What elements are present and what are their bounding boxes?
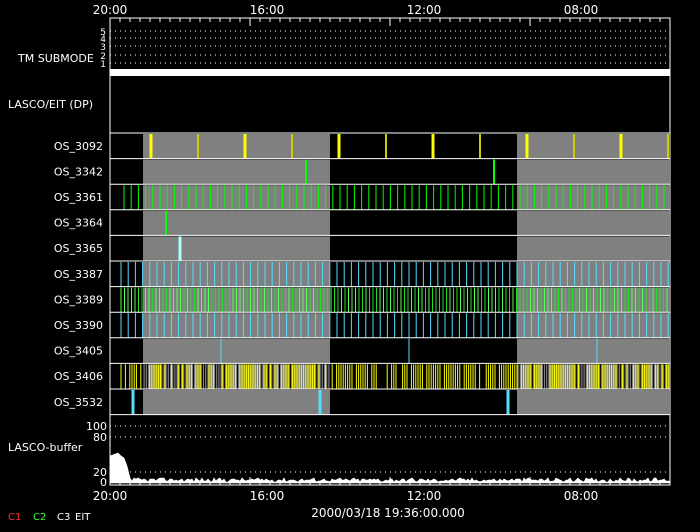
row-os-3406: OS_3406: [54, 362, 670, 389]
coverage-shade: [517, 185, 670, 210]
row-os-3342: OS_3342: [54, 158, 670, 185]
tm-tick-label: 1: [100, 60, 106, 70]
top-time-label: 20:00: [93, 3, 128, 17]
coverage-shade: [143, 364, 330, 389]
row-os-3361: OS_3361: [54, 183, 670, 210]
top-time-label: 12:00: [407, 3, 442, 17]
tm-tick-label: 5: [100, 28, 106, 38]
row-label: OS_3390: [54, 319, 103, 332]
row-label: OS_3364: [54, 217, 103, 230]
buffer-tick-20: 20: [93, 466, 107, 479]
row-label: OS_3092: [54, 140, 103, 153]
observation-rows: OS_3092 OS_3342 OS_3361 OS_3364 OS_3365 OS_33…: [54, 132, 670, 416]
legend-c2: C2: [33, 512, 46, 523]
row-os-3092: OS_3092: [54, 132, 670, 159]
bottom-time-label: 16:00: [250, 489, 285, 503]
bottom-time-label: 08:00: [564, 489, 599, 503]
tm-submode-label: TM SUBMODE: [17, 52, 94, 65]
coverage-shade: [517, 236, 670, 261]
row-label: OS_3387: [54, 268, 103, 281]
buffer-tick-0: 0: [100, 476, 107, 489]
coverage-shade: [517, 134, 670, 159]
top-time-label: 16:00: [250, 3, 285, 17]
row-os-3389: OS_3389: [54, 286, 670, 313]
bottom-axis-ticks: [109, 477, 671, 485]
row-label: OS_3365: [54, 242, 103, 255]
coverage-shade: [143, 185, 330, 210]
row-label: OS_3361: [54, 191, 103, 204]
tm-tick-label: 2: [100, 52, 106, 62]
coverage-shade: [517, 313, 670, 338]
bottom-time-label: 20:00: [93, 489, 128, 503]
buffer-grid-lines: [110, 425, 670, 473]
coverage-shade: [143, 338, 330, 364]
buffer-tick-80: 80: [93, 431, 107, 444]
row-os-3532: OS_3532: [54, 388, 670, 415]
buffer-tick-100: 100: [86, 420, 107, 433]
tm-submode-bar: [110, 69, 670, 76]
coverage-shade: [517, 390, 670, 415]
legend-c3: C3: [57, 512, 70, 523]
coverage-shade: [143, 390, 330, 415]
coverage-shade: [143, 134, 330, 159]
row-os-3405: OS_3405: [54, 337, 670, 364]
coverage-shade: [517, 159, 670, 185]
row-label: OS_3389: [54, 293, 103, 306]
coverage-shade: [143, 159, 330, 185]
timestamp: 2000/03/18 19:36:00.000: [311, 506, 465, 520]
tm-tick-label: 4: [100, 35, 106, 45]
coverage-shade: [517, 338, 670, 364]
row-os-3365: OS_3365: [54, 234, 670, 261]
row-label: OS_3342: [54, 165, 103, 178]
buffer-trace: [109, 452, 671, 484]
legend-eit: EIT: [75, 512, 91, 523]
row-os-3364: OS_3364: [54, 209, 670, 236]
coverage-shade: [143, 210, 330, 236]
top-axis-ticks: [109, 18, 671, 26]
lasco-buffer-label: LASCO-buffer: [8, 441, 83, 454]
row-label: OS_3532: [54, 396, 103, 409]
row-label: OS_3406: [54, 370, 103, 383]
row-os-3390: OS_3390: [54, 311, 670, 338]
tm-tick-label: 3: [100, 43, 106, 53]
coverage-shade: [517, 262, 670, 287]
coverage-shade: [143, 236, 330, 261]
legend-c1: C1: [8, 512, 21, 523]
row-label: OS_3405: [54, 345, 103, 358]
coverage-shade: [517, 210, 670, 236]
lasco-eit-label: LASCO/EIT (DP): [8, 98, 93, 111]
top-time-label: 08:00: [564, 3, 599, 17]
bottom-time-label: 12:00: [407, 489, 442, 503]
row-os-3387: OS_3387: [54, 260, 670, 287]
